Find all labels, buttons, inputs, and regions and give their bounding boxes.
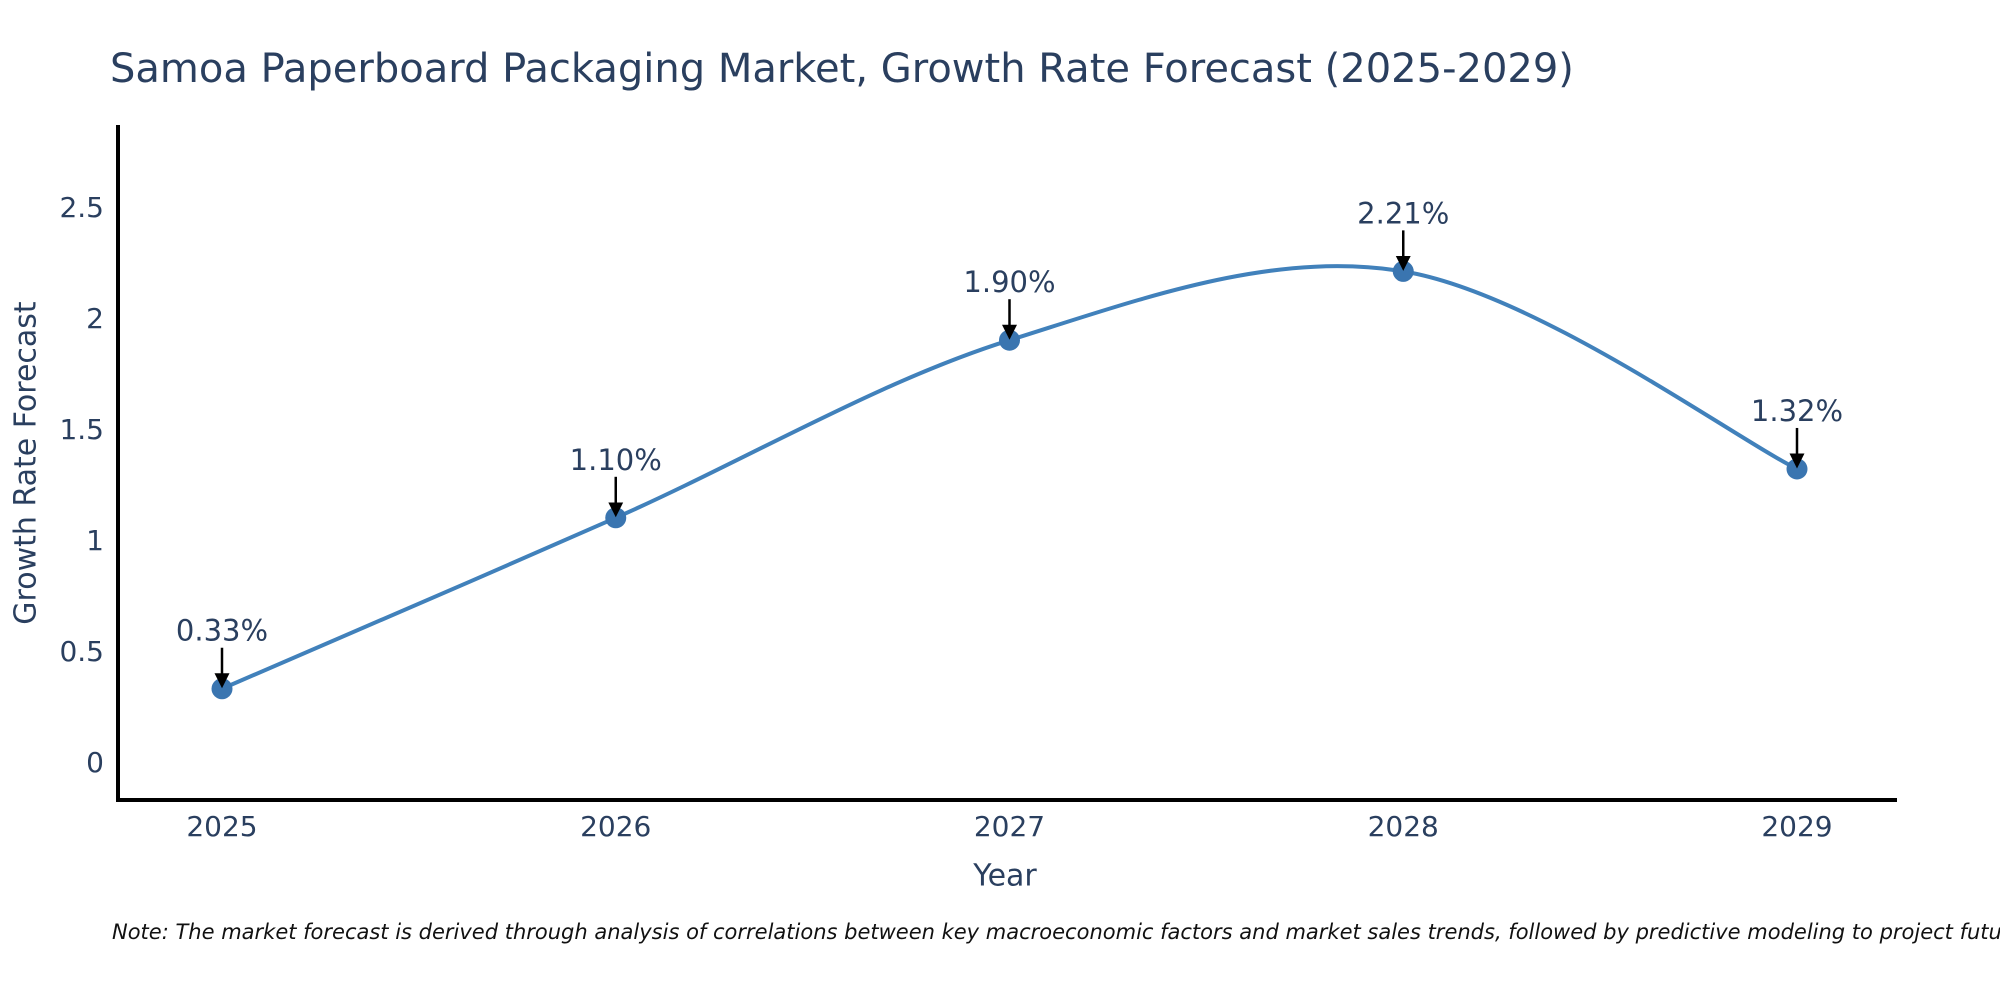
point-value-label: 1.32% [1751,394,1843,428]
y-tick-label: 1.5 [59,413,104,446]
series-line [221,264,1798,691]
x-tick-label: 2025 [186,810,257,843]
axis-lines [116,125,1897,802]
annotations-layer: 0.33% 1.10% 1.90% 2.21% 1.32% [176,196,1843,689]
x-tick-labels: 2025 2026 2027 2028 2029 [186,810,1832,843]
footnote: Note: The market forecast is derived thr… [112,920,2000,944]
y-tick-label: 0.5 [59,635,104,668]
data-point[interactable] [211,678,233,700]
axes [116,125,1897,802]
y-axis-title: Growth Rate Forecast [8,301,44,625]
point-value-label: 1.90% [963,265,1055,299]
y-tick-label: 2.5 [59,191,104,224]
chart-title: Samoa Paperboard Packaging Market, Growt… [110,46,1574,92]
x-tick-label: 2026 [580,810,651,843]
point-value-label: 1.10% [570,443,662,477]
x-tick-label: 2029 [1761,810,1832,843]
data-point[interactable] [605,507,627,529]
point-value-label: 2.21% [1357,196,1449,230]
x-tick-label: 2027 [974,810,1045,843]
y-tick-labels: 0 0.5 1 1.5 2 2.5 [59,191,104,779]
data-point[interactable] [999,329,1020,351]
y-tick-label: 2 [86,302,104,335]
data-point[interactable] [1786,458,1808,480]
y-tick-label: 0 [86,746,104,779]
data-point[interactable] [1392,260,1414,282]
x-tick-label: 2028 [1368,810,1439,843]
x-axis-title: Year [973,858,1037,894]
y-tick-label: 1 [86,524,104,557]
point-value-label: 0.33% [176,614,268,648]
